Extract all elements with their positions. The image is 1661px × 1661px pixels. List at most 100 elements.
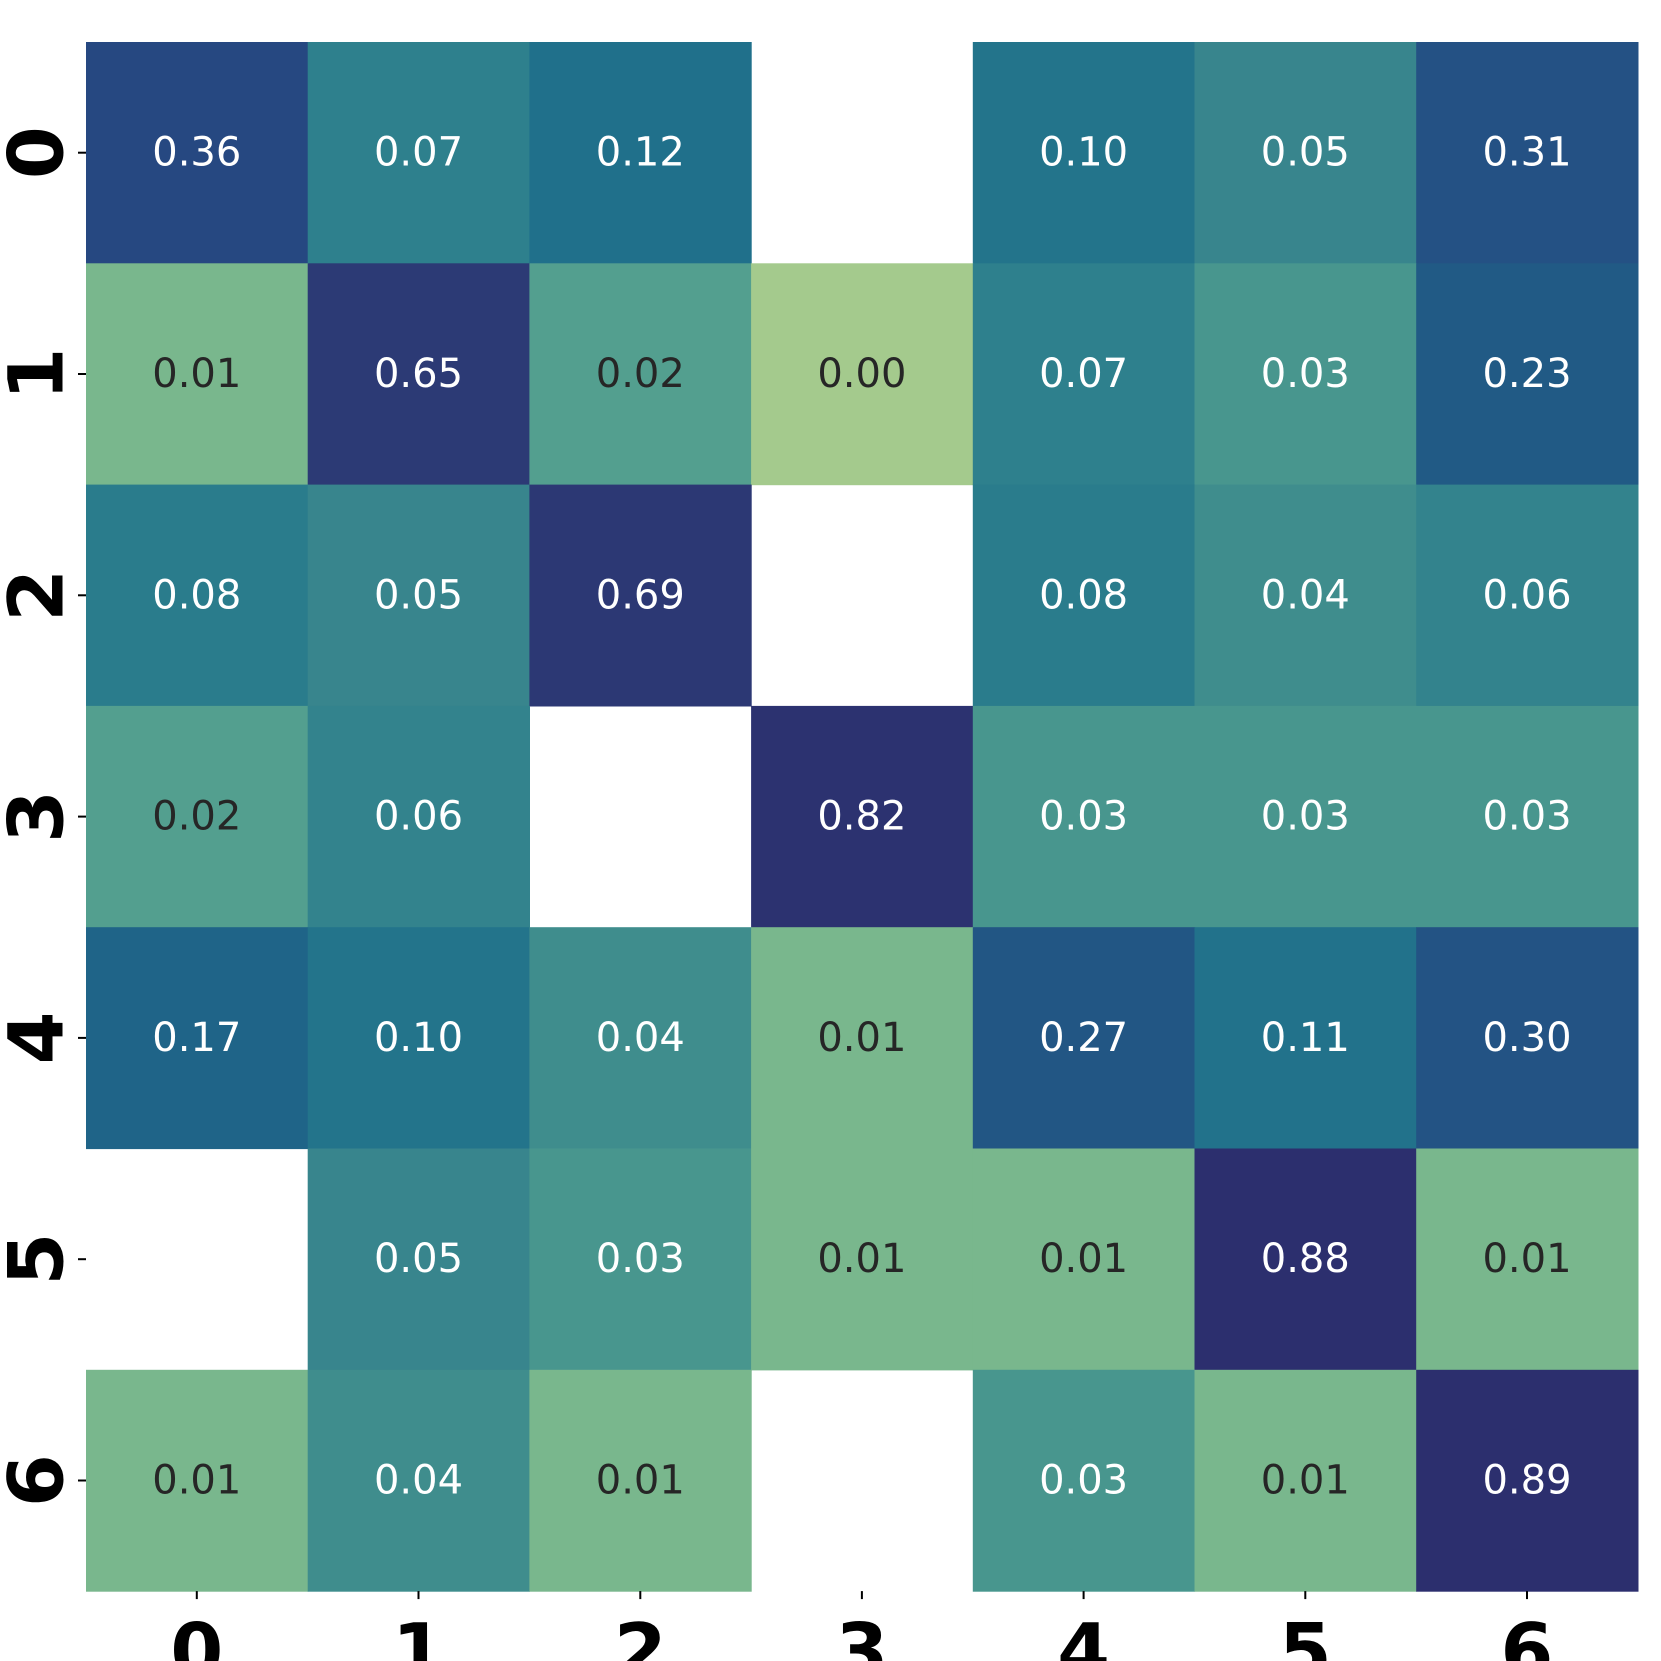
cell-value-label-5-6: 0.01 [1482,1236,1571,1282]
cell-value-label-0-5: 0.05 [1261,130,1350,176]
cell-value-label-6-4: 0.03 [1039,1458,1128,1504]
cell-value-label-4-0: 0.17 [152,1015,241,1061]
cell-value-label-0-1: 0.07 [374,130,463,176]
cell-value-label-1-4: 0.07 [1039,351,1128,397]
cell-value-label-4-5: 0.11 [1261,1015,1350,1061]
heatmap-cell-0-4 [972,42,1196,264]
cell-value-label-4-6: 0.30 [1482,1015,1571,1061]
cell-value-label-5-1: 0.05 [374,1236,463,1282]
cell-value-label-5-5: 0.88 [1261,1236,1350,1282]
heatmap-cell-1-3 [751,263,974,486]
axis-ticks: 0 1 2 3 4 5 6 0 1 2 3 4 5 6 [0,126,1553,1661]
x-tick-label-3: 3 [835,1607,888,1661]
heatmap-cell-3-0 [86,705,309,928]
heatmap-cell-5-3 [751,1148,974,1371]
cell-value-label-1-0: 0.01 [152,351,241,397]
y-tick-label-0: 0 [0,126,81,179]
cell-value-label-3-1: 0.06 [374,794,463,840]
heatmap-cell-5-6 [1416,1148,1639,1371]
heatmap-cell-6-1 [307,1369,530,1592]
cell-value-label-5-3: 0.01 [817,1236,906,1282]
heatmap-cell-2-0 [86,484,309,707]
heatmap-cell-6-5 [1194,1369,1417,1592]
cell-value-label-4-2: 0.04 [596,1015,685,1061]
cell-value-label-3-5: 0.03 [1261,794,1350,840]
cell-value-label-6-1: 0.04 [374,1458,463,1504]
cell-value-label-2-6: 0.06 [1482,572,1571,618]
cell-value-label-1-6: 0.23 [1482,351,1571,397]
cell-value-label-4-1: 0.10 [374,1015,463,1061]
cell-value-label-0-4: 0.10 [1039,130,1128,176]
heatmap-cell-2-2 [529,484,752,707]
x-tick-label-0: 0 [170,1607,223,1661]
cell-value-label-0-0: 0.36 [152,130,241,176]
y-tick-label-5: 5 [0,1233,81,1286]
cell-value-label-3-3: 0.82 [817,794,906,840]
cell-value-label-2-2: 0.69 [596,572,685,618]
heatmap-cell-3-6 [1416,705,1639,928]
heatmap-cell-2-6 [1416,484,1639,707]
heatmap-cell-5-4 [972,1148,1196,1371]
cell-value-label-2-1: 0.05 [374,572,463,618]
heatmap-cell-2-5 [1194,484,1417,707]
heatmap-cell-5-2 [529,1148,752,1371]
cell-value-label-1-5: 0.03 [1261,351,1350,397]
y-tick-label-4: 4 [0,1011,81,1064]
cell-value-label-2-4: 0.08 [1039,572,1128,618]
heatmap-cell-5-5 [1194,1148,1417,1371]
heatmap-cell-1-5 [1194,263,1417,486]
heatmap-cell-4-1 [307,927,530,1150]
heatmap-cell-6-0 [86,1369,309,1592]
cell-value-label-5-4: 0.01 [1039,1236,1128,1282]
cell-value-label-4-3: 0.01 [817,1015,906,1061]
y-tick-label-3: 3 [0,790,81,843]
heatmap-cell-6-4 [972,1369,1196,1592]
cell-value-label-3-4: 0.03 [1039,794,1128,840]
cell-value-label-3-0: 0.02 [152,794,241,840]
heatmap-cell-0-0 [86,42,309,264]
cell-value-label-2-0: 0.08 [152,572,241,618]
x-tick-label-5: 5 [1279,1607,1332,1661]
cell-value-label-5-2: 0.03 [596,1236,685,1282]
heatmap-cell-1-2 [529,263,752,486]
heatmap-cell-3-4 [972,705,1196,928]
y-tick-label-6: 6 [0,1454,81,1507]
heatmap-cell-0-1 [307,42,530,264]
heatmap-cell-3-1 [307,705,530,928]
heatmap-cell-1-4 [972,263,1196,486]
heatmap-cell-5-1 [307,1148,530,1371]
heatmap-cell-4-4 [972,927,1196,1150]
heatmap-cell-3-3 [751,705,974,928]
cell-value-label-2-5: 0.04 [1261,572,1350,618]
cell-value-label-3-6: 0.03 [1482,794,1571,840]
cell-value-label-0-2: 0.12 [596,130,685,176]
heatmap-cell-0-5 [1194,42,1417,264]
heatmap-cell-2-1 [307,484,530,707]
heatmap-cell-3-5 [1194,705,1417,928]
cell-value-label-4-4: 0.27 [1039,1015,1128,1061]
heatmap-cell-4-6 [1416,927,1639,1150]
heatmap-cell-1-6 [1416,263,1639,486]
x-tick-label-6: 6 [1501,1607,1554,1661]
cell-value-label-6-2: 0.01 [596,1458,685,1504]
heatmap-cell-0-2 [529,42,752,264]
heatmap-cell-2-4 [972,484,1196,707]
cell-value-label-0-6: 0.31 [1482,130,1571,176]
y-tick-label-1: 1 [0,348,81,401]
cell-value-label-1-1: 0.65 [374,351,463,397]
x-tick-label-2: 2 [614,1607,667,1661]
heatmap-cell-4-2 [529,927,752,1150]
cell-value-label-6-6: 0.89 [1482,1458,1571,1504]
cell-value-label-6-0: 0.01 [152,1458,241,1504]
heatmap-cell-1-1 [307,263,530,486]
x-tick-label-1: 1 [392,1607,445,1661]
y-tick-label-2: 2 [0,569,81,622]
heatmap-cell-1-0 [86,263,309,486]
cell-value-label-6-5: 0.01 [1261,1458,1350,1504]
x-tick-label-4: 4 [1057,1607,1110,1661]
heatmap-cell-6-2 [529,1369,752,1592]
heatmap-cell-4-5 [1194,927,1417,1150]
heatmap-cell-4-3 [751,927,974,1150]
heatmap-cell-0-6 [1416,42,1639,264]
